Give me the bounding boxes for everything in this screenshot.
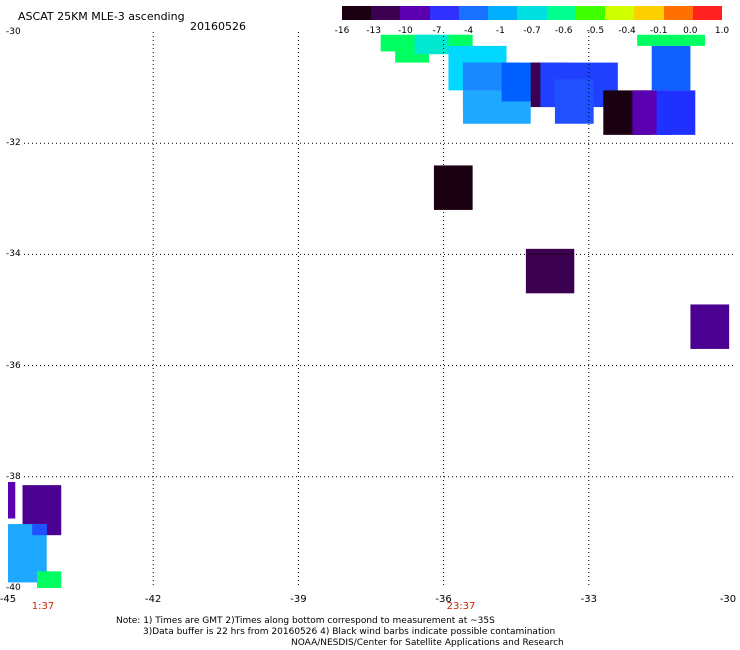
colorbar-swatch <box>546 6 577 20</box>
y-tick-label: -32 <box>6 138 21 149</box>
colorbar-swatch <box>400 6 431 20</box>
note-line-1: Note: 1) Times are GMT 2)Times along bot… <box>116 616 495 626</box>
colorbar <box>342 6 723 20</box>
data-cell <box>37 571 62 588</box>
data-cell <box>395 51 430 63</box>
colorbar-label: -0.4 <box>618 26 636 36</box>
map-plot <box>8 32 734 588</box>
colorbar-swatch <box>663 6 694 20</box>
colorbar-label: 1.0 <box>714 26 730 36</box>
colorbar-swatch <box>458 6 489 20</box>
colorbar-swatch <box>634 6 665 20</box>
colorbar-swatch <box>429 6 460 20</box>
colorbar-swatch <box>605 6 635 20</box>
x-tick-label: -45 <box>0 594 17 605</box>
colorbar-label: -16 <box>334 26 350 36</box>
colorbar-label: -0.6 <box>554 26 573 36</box>
data-cell <box>32 524 47 536</box>
note-line-2: 3)Data buffer is 22 hrs from 20160526 4)… <box>143 627 556 637</box>
data-cell <box>433 165 473 210</box>
colorbar-swatch <box>517 6 548 20</box>
colorbar-label: -13 <box>366 26 382 36</box>
colorbar-swatch <box>371 6 401 20</box>
colorbar-label: -7 <box>432 26 442 36</box>
colorbar-label: -4 <box>464 26 474 36</box>
data-cell <box>525 248 575 294</box>
data-cell <box>554 79 594 124</box>
colorbar-swatch <box>575 6 606 20</box>
colorbar-label: -0.1 <box>649 26 668 36</box>
map-date: 20160526 <box>190 20 246 33</box>
y-tick-label: -30 <box>6 27 21 37</box>
y-tick-label: -38 <box>6 471 21 482</box>
x-tick-label: -33 <box>580 594 597 605</box>
data-cell <box>651 45 691 91</box>
x-tick-label: -30 <box>719 594 737 605</box>
time-label-right: 23:37 <box>446 601 476 612</box>
colorbar-label: -0.7 <box>523 26 541 36</box>
colorbar-label: -10 <box>397 26 413 36</box>
y-tick-label: -34 <box>6 249 21 260</box>
data-cell <box>656 90 696 135</box>
colorbar-label: 0.0 <box>683 26 698 36</box>
data-cell <box>414 34 454 55</box>
note-line-3: NOAA/NESDIS/Center for Satellite Applica… <box>291 638 564 648</box>
colorbar-swatch <box>488 6 518 20</box>
y-tick-label: -36 <box>6 360 21 371</box>
colorbar-swatch <box>692 6 723 20</box>
time-label-left: 1:37 <box>31 601 55 612</box>
data-cell <box>637 34 705 46</box>
colorbar-swatch <box>342 6 372 20</box>
colorbar-label: -0.5 <box>586 26 605 36</box>
data-cell <box>8 474 16 519</box>
colorbar-label: -1 <box>495 26 505 36</box>
data-cell <box>690 304 730 349</box>
x-tick-label: -39 <box>290 594 307 605</box>
y-tick-label: -40 <box>6 583 21 593</box>
x-tick-label: -36 <box>435 594 452 605</box>
map-title: ASCAT 25KM MLE-3 ascending <box>18 10 185 23</box>
x-tick-label: -42 <box>145 594 162 605</box>
